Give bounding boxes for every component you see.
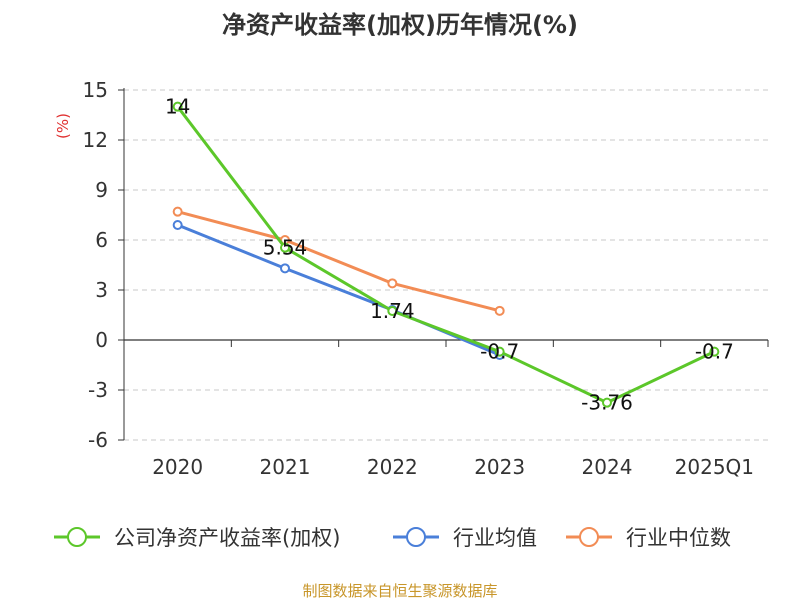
y-tick-label: 9 [95, 178, 108, 202]
y-tick-label: 0 [95, 328, 108, 352]
data-point [172, 220, 183, 230]
y-tick-label: 3 [95, 278, 108, 302]
data-label: -3.76 [581, 391, 633, 415]
x-tick-label: 2020 [152, 455, 203, 479]
grid-lines [124, 89, 768, 441]
data-point [387, 278, 398, 289]
legend-marker [67, 527, 87, 547]
data-label: -0.7 [695, 340, 734, 364]
legend-marker [406, 527, 426, 547]
y-tick-label: 12 [83, 128, 108, 152]
data-label: -0.7 [480, 340, 519, 364]
data-label: 5.54 [263, 236, 308, 260]
x-tick-label: 2021 [260, 455, 311, 479]
y-tick-label: -6 [88, 428, 108, 452]
axes: 15 12 9 6 3 0 -3 -6 2020 2021 2022 2023 2024 2025Q1 [83, 78, 769, 479]
series-2 [172, 206, 505, 316]
data-point [280, 263, 290, 274]
data-point [602, 397, 612, 408]
legend-marker [579, 527, 599, 547]
data-point [494, 346, 505, 357]
y-tick-label: -3 [88, 378, 108, 402]
y-tick-label: 15 [83, 78, 108, 102]
source-note: 制图数据来自恒生聚源数据库 [302, 582, 497, 600]
legend-label: 行业均值 [453, 526, 537, 550]
y-axis-label: (%) [54, 113, 72, 139]
legend-label: 行业中位数 [626, 526, 731, 550]
data-point [494, 305, 505, 316]
x-tick-label: 2025Q1 [675, 455, 754, 479]
series-0 [172, 101, 720, 408]
data-point [709, 346, 720, 357]
legend-item-1: 行业均值 [393, 526, 537, 550]
x-tick-label: 2024 [582, 455, 633, 479]
data-point [280, 242, 290, 253]
data-labels: 14 5.54 1.74 -0.7 -3.76 -0.7 [165, 95, 734, 415]
data-label: 14 [165, 95, 190, 119]
x-tick-label: 2022 [367, 455, 418, 479]
data-point [172, 101, 183, 112]
chart-title: 净资产收益率(加权)历年情况(%) [222, 11, 578, 39]
series-line [176, 105, 715, 405]
series-layer [172, 101, 720, 408]
series-line [177, 210, 501, 313]
legend: 公司净资产收益率(加权) 行业均值 行业中位数 [54, 526, 731, 550]
data-point [387, 306, 398, 316]
legend-item-0: 公司净资产收益率(加权) [54, 526, 340, 550]
legend-item-2: 行业中位数 [566, 526, 731, 550]
y-tick-label: 6 [95, 228, 108, 252]
legend-label: 公司净资产收益率(加权) [114, 526, 340, 550]
x-tick-label: 2023 [474, 455, 525, 479]
data-point [172, 206, 183, 217]
data-label: 1.74 [370, 299, 415, 323]
